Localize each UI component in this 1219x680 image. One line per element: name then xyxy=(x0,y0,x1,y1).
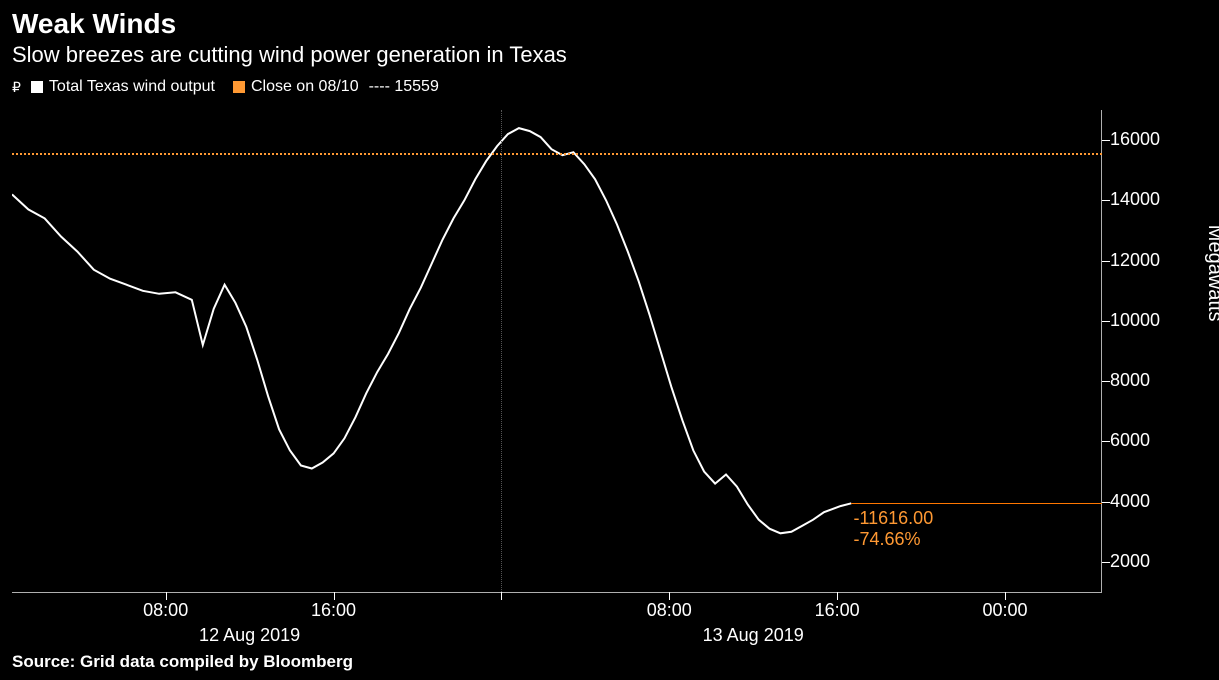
reference-line xyxy=(12,153,1102,155)
legend-currency-symbol: ₽ xyxy=(12,79,21,96)
x-tick xyxy=(1005,592,1006,600)
x-tick-label: 00:00 xyxy=(982,600,1027,621)
annotation-value: -11616.00 xyxy=(853,508,933,530)
x-date-label: 12 Aug 2019 xyxy=(199,625,300,646)
chart-legend: ₽ Total Texas wind output Close on 08/10… xyxy=(0,72,1219,98)
chart-header: Weak Winds Slow breezes are cutting wind… xyxy=(0,0,1219,72)
line-chart-svg xyxy=(12,110,1102,592)
x-tick xyxy=(837,592,838,600)
y-tick-label: 2000 xyxy=(1110,551,1150,572)
x-tick-label: 08:00 xyxy=(143,600,188,621)
y-tick xyxy=(1102,562,1110,563)
legend-marker-series1 xyxy=(31,81,43,93)
legend-close-value: ---- 15559 xyxy=(369,78,439,96)
x-date-label: 13 Aug 2019 xyxy=(703,625,804,646)
y-axis-label: Megawatts xyxy=(1204,225,1219,322)
chart-title: Weak Winds xyxy=(12,8,1207,40)
y-tick-label: 16000 xyxy=(1110,129,1160,150)
legend-label-series1: Total Texas wind output xyxy=(49,78,215,96)
y-tick xyxy=(1102,381,1110,382)
y-tick-label: 12000 xyxy=(1110,250,1160,271)
y-tick xyxy=(1102,441,1110,442)
y-tick-label: 10000 xyxy=(1110,310,1160,331)
y-tick-label: 4000 xyxy=(1110,491,1150,512)
y-tick-label: 6000 xyxy=(1110,430,1150,451)
x-tick xyxy=(166,592,167,600)
x-tick-label: 16:00 xyxy=(815,600,860,621)
y-tick xyxy=(1102,200,1110,201)
chart-subtitle: Slow breezes are cutting wind power gene… xyxy=(12,42,1207,68)
y-tick-label: 8000 xyxy=(1110,370,1150,391)
source-attribution: Source: Grid data compiled by Bloomberg xyxy=(12,652,353,672)
legend-marker-series2 xyxy=(233,81,245,93)
gridline-vertical xyxy=(501,110,502,592)
y-tick xyxy=(1102,261,1110,262)
y-tick-label: 14000 xyxy=(1110,189,1160,210)
x-tick xyxy=(669,592,670,600)
y-tick xyxy=(1102,140,1110,141)
current-value-line xyxy=(851,503,1102,504)
x-tick xyxy=(334,592,335,600)
chart-container: -11616.00 -74.66% Megawatts 2000 4000 6000… xyxy=(0,110,1219,640)
annotation-percent: -74.66% xyxy=(853,529,933,551)
legend-label-series2: Close on 08/10 xyxy=(251,78,359,96)
y-tick xyxy=(1102,321,1110,322)
series-line xyxy=(12,128,851,533)
x-axis-line xyxy=(12,592,1102,593)
x-tick-label: 16:00 xyxy=(311,600,356,621)
change-annotation: -11616.00 -74.66% xyxy=(853,508,933,551)
x-tick xyxy=(501,592,502,600)
x-tick-label: 08:00 xyxy=(647,600,692,621)
y-tick xyxy=(1102,502,1110,503)
